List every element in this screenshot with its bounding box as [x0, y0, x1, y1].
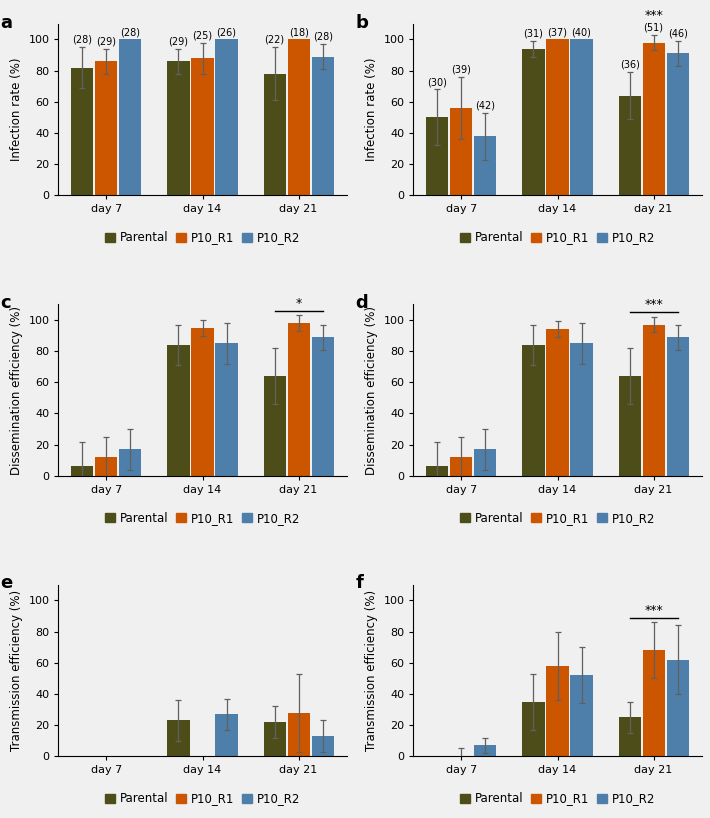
Bar [571, 675, 593, 757]
Text: (29): (29) [168, 37, 188, 47]
Bar [474, 136, 496, 196]
Bar [643, 325, 665, 476]
Bar [450, 457, 472, 476]
Bar [263, 376, 285, 476]
Bar [667, 53, 689, 196]
Text: ***: *** [644, 299, 663, 312]
Bar [474, 449, 496, 476]
Legend: Parental, P10_R1, P10_R2: Parental, P10_R1, P10_R2 [104, 512, 300, 525]
Text: c: c [1, 294, 11, 312]
Bar [192, 58, 214, 196]
Text: (22): (22) [265, 35, 285, 45]
Bar [288, 712, 310, 757]
Bar [168, 61, 190, 196]
Text: (26): (26) [217, 27, 236, 37]
Text: (51): (51) [643, 22, 664, 33]
Text: (42): (42) [476, 101, 496, 110]
Bar [618, 376, 640, 476]
Bar [312, 337, 334, 476]
Y-axis label: Dissemination efficiency (%): Dissemination efficiency (%) [365, 306, 378, 474]
Bar [523, 345, 545, 476]
Bar [618, 717, 640, 757]
Bar [168, 721, 190, 757]
Bar [95, 457, 117, 476]
Bar [312, 56, 334, 196]
Text: (25): (25) [192, 30, 212, 40]
Text: (39): (39) [452, 65, 471, 74]
Bar [571, 344, 593, 476]
Text: e: e [1, 574, 13, 592]
Text: (28): (28) [312, 32, 333, 42]
Bar [547, 39, 569, 196]
Text: f: f [356, 574, 364, 592]
Bar [288, 323, 310, 476]
Text: (18): (18) [289, 27, 309, 37]
Text: (31): (31) [523, 29, 543, 38]
Text: (46): (46) [667, 29, 687, 38]
Legend: Parental, P10_R1, P10_R2: Parental, P10_R1, P10_R2 [459, 512, 655, 525]
Bar [168, 345, 190, 476]
Bar [288, 39, 310, 196]
Text: (37): (37) [547, 27, 567, 37]
Bar [618, 96, 640, 196]
Bar [426, 466, 449, 476]
Bar [426, 118, 449, 196]
Bar [216, 39, 238, 196]
Bar [547, 666, 569, 757]
Text: d: d [356, 294, 368, 312]
Bar [643, 650, 665, 757]
Y-axis label: Transmission efficiency (%): Transmission efficiency (%) [365, 590, 378, 751]
Bar [119, 449, 141, 476]
Bar [667, 337, 689, 476]
Bar [263, 74, 285, 196]
Bar [71, 68, 94, 196]
Bar [667, 659, 689, 757]
Text: (30): (30) [427, 77, 447, 87]
Text: (40): (40) [572, 27, 591, 37]
Text: b: b [356, 14, 368, 32]
Legend: Parental, P10_R1, P10_R2: Parental, P10_R1, P10_R2 [459, 793, 655, 805]
Y-axis label: Dissemination efficiency (%): Dissemination efficiency (%) [10, 306, 23, 474]
Text: (29): (29) [97, 37, 116, 47]
Text: ***: *** [644, 604, 663, 617]
Bar [643, 43, 665, 196]
Y-axis label: Transmission efficiency (%): Transmission efficiency (%) [10, 590, 23, 751]
Text: (36): (36) [620, 60, 640, 70]
Bar [450, 108, 472, 196]
Bar [312, 736, 334, 757]
Bar [71, 466, 94, 476]
Legend: Parental, P10_R1, P10_R2: Parental, P10_R1, P10_R2 [104, 793, 300, 805]
Bar [216, 714, 238, 757]
Bar [263, 722, 285, 757]
Bar [571, 39, 593, 196]
Text: *: * [295, 297, 302, 310]
Bar [216, 344, 238, 476]
Text: (28): (28) [121, 27, 141, 37]
Bar [523, 702, 545, 757]
Legend: Parental, P10_R1, P10_R2: Parental, P10_R1, P10_R2 [104, 231, 300, 245]
Text: a: a [1, 14, 13, 32]
Text: (28): (28) [72, 35, 92, 45]
Y-axis label: Infection rate (%): Infection rate (%) [10, 58, 23, 161]
Bar [95, 61, 117, 196]
Bar [192, 328, 214, 476]
Y-axis label: Infection rate (%): Infection rate (%) [365, 58, 378, 161]
Bar [547, 330, 569, 476]
Bar [523, 49, 545, 196]
Legend: Parental, P10_R1, P10_R2: Parental, P10_R1, P10_R2 [459, 231, 655, 245]
Bar [119, 39, 141, 196]
Text: ***: *** [644, 8, 663, 21]
Bar [474, 745, 496, 757]
